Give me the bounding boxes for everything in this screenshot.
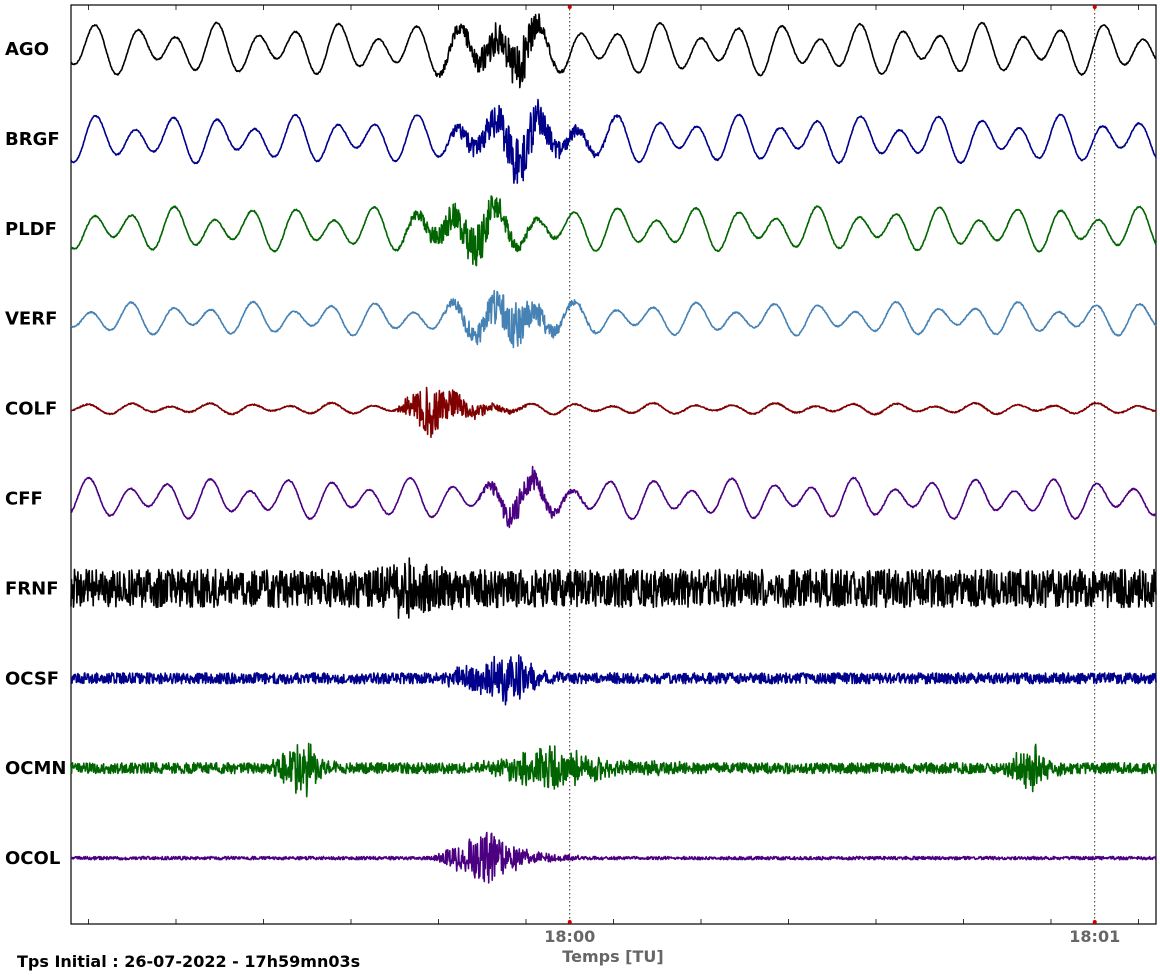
trace-colf: [70, 386, 1157, 439]
station-label-frnf: FRNF: [5, 578, 59, 599]
trace-ocmn: [70, 742, 1157, 798]
station-labels: AGO BRGF PLDF VERF COLF CFF FRNF OCSF OCMN OCOL: [5, 39, 67, 869]
x-tick-label: 18:00: [544, 927, 595, 946]
trace-ago: [70, 13, 1157, 89]
x-tick-labels: 18:00 18:01: [544, 927, 1120, 946]
grid-lines: [567, 5, 1097, 924]
trace-ocol: [70, 831, 1157, 884]
station-label-verf: VERF: [5, 309, 57, 330]
station-label-pldf: PLDF: [5, 219, 57, 240]
x-axis-title: Temps [TU]: [562, 947, 663, 966]
tick-marker-top-0: [567, 5, 572, 9]
x-tick-label: 18:01: [1069, 927, 1120, 946]
station-label-ago: AGO: [5, 39, 49, 60]
tick-marker-top-1: [1092, 5, 1097, 9]
trace-frnf: [70, 557, 1157, 619]
station-label-cff: CFF: [5, 489, 43, 510]
station-label-ocmn: OCMN: [5, 758, 67, 779]
station-label-ocsf: OCSF: [5, 668, 59, 689]
minor-ticks: [88, 5, 1139, 924]
trace-pldf: [70, 195, 1157, 267]
station-label-colf: COLF: [5, 399, 57, 420]
tick-marker-bottom-0: [567, 920, 572, 924]
traces: [70, 13, 1157, 884]
trace-verf: [70, 289, 1157, 349]
initial-time-note: Tps Initial : 26-07-2022 - 17h59mn03s: [17, 952, 360, 971]
station-label-ocol: OCOL: [5, 848, 60, 869]
trace-cff: [70, 465, 1157, 529]
trace-ocsf: [70, 654, 1157, 706]
station-label-brgf: BRGF: [5, 129, 60, 150]
trace-brgf: [70, 98, 1157, 184]
plot-frame: [70, 4, 1157, 925]
tick-marker-bottom-1: [1092, 920, 1097, 924]
